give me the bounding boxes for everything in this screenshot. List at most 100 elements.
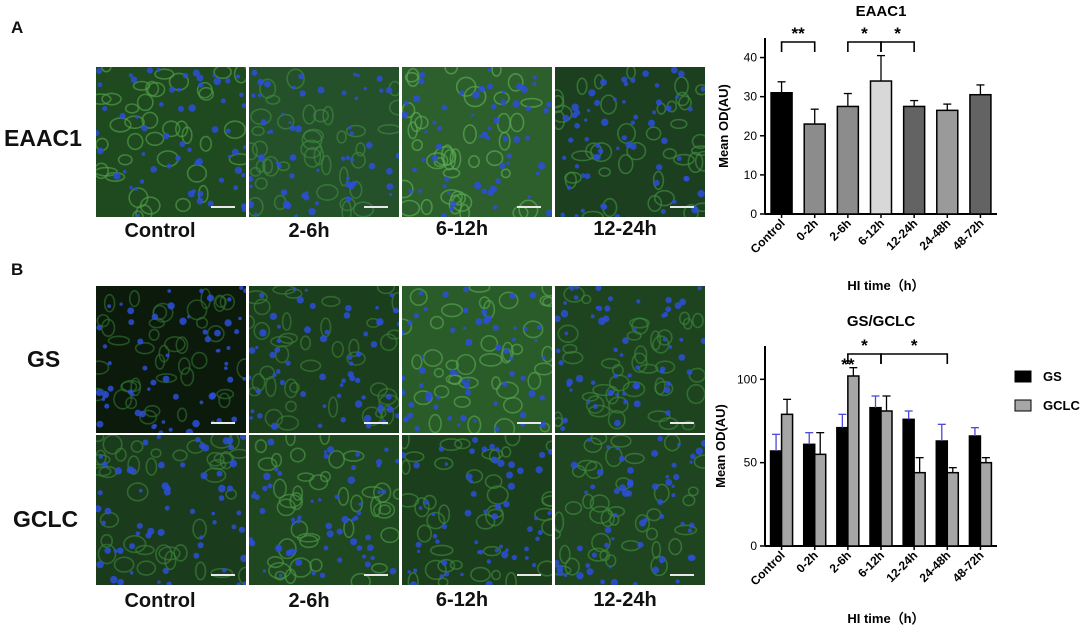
scale-bar	[364, 422, 388, 424]
micrograph-texture	[249, 286, 399, 433]
col-label-a-12-24h: 12-24h	[593, 218, 657, 240]
y-tick-label: 20	[744, 129, 758, 143]
scale-bar	[211, 206, 235, 208]
micrograph-texture	[96, 435, 246, 585]
bar-gclc-3	[880, 410, 893, 547]
x-tick-label: 2-6h	[827, 216, 854, 243]
x-tick-label: 6-12h	[855, 216, 887, 248]
y-tick-label: 10	[744, 168, 758, 182]
col-label-b-2-6h: 2-6h	[288, 590, 330, 612]
bar-gs-6	[968, 435, 982, 547]
micrograph-eaac1-2-6h	[249, 67, 399, 217]
y-tick-label: 30	[744, 90, 758, 104]
micrograph-gs-control	[96, 286, 246, 433]
x-tick-label: 24-48h	[917, 216, 954, 253]
bar-gclc-4	[913, 471, 926, 547]
y-tick-label: 0	[750, 539, 757, 553]
x-tick-label: 24-48h	[917, 548, 954, 585]
micrograph-texture	[249, 435, 399, 585]
col-label-b-control: Control	[124, 590, 196, 612]
x-tick-label: 12-24h	[883, 548, 920, 585]
significance-label: *	[911, 336, 918, 355]
bar-gs-4	[902, 418, 915, 547]
chart-eaac1: EAAC1 0 10 20 30 40 Mean OD(AU) Control 0-2h 2-6h…	[690, 0, 1010, 300]
significance-label: **	[792, 24, 806, 43]
x-axis-label: HI time（h）	[847, 278, 924, 293]
micrograph-gs-2-6h	[249, 286, 399, 433]
bar-gs-0	[769, 450, 783, 547]
micrograph-gclc-2-6h	[249, 435, 399, 585]
micrograph-gclc-12-24h	[555, 435, 705, 585]
panel-letter-b: B	[11, 260, 24, 279]
row-label-gclc: GCLC	[13, 506, 79, 532]
bar-eaac1-3	[869, 80, 893, 215]
micrograph-texture	[402, 286, 552, 433]
scale-bar	[517, 422, 541, 424]
panel-letter-a: A	[11, 18, 24, 37]
scale-bar	[211, 422, 235, 424]
bar-gs-3	[869, 406, 882, 547]
micrograph-gclc-6-12h	[402, 435, 552, 585]
x-tick-label: 48-72h	[950, 216, 987, 253]
micrograph-eaac1-6-12h	[402, 67, 552, 217]
significance-bracket	[847, 41, 882, 52]
y-axis-label: Mean OD(AU)	[716, 84, 731, 168]
micrograph-texture	[96, 286, 246, 433]
chart-gs-gclc: GS/GCLC 0 50 100 Mean OD(AU) Control 0-2h 2-6h 6…	[690, 305, 1084, 631]
micrograph-texture	[402, 67, 552, 217]
bar-eaac1-6	[969, 93, 992, 215]
x-tick-label: 48-72h	[950, 548, 987, 585]
x-tick-label: 0-2h	[793, 216, 820, 243]
bar-eaac1-0	[770, 92, 793, 215]
bar-gclc-2	[847, 375, 860, 547]
micrograph-eaac1-12-24h	[555, 67, 705, 217]
bar-gs-2	[836, 426, 849, 547]
col-label-a-control: Control	[124, 220, 196, 242]
x-tick-label: Control	[748, 216, 788, 256]
bar-gclc-0	[780, 413, 794, 547]
significance-label: *	[861, 336, 868, 355]
x-tick-label: 0-2h	[793, 548, 820, 575]
micrograph-eaac1-control	[96, 67, 246, 217]
significance-bracket	[880, 41, 915, 52]
chart-title: EAAC1	[856, 3, 907, 20]
col-label-b-6-12h: 6-12h	[435, 589, 489, 611]
bar-gclc-5	[946, 471, 960, 547]
micrograph-texture	[249, 67, 399, 217]
chart-title: GS/GCLC	[847, 313, 916, 330]
scale-bar	[517, 206, 541, 208]
micrograph-texture	[96, 67, 246, 217]
scale-bar	[670, 206, 694, 208]
y-tick-label: 0	[750, 207, 757, 221]
bar-gs-1	[802, 443, 816, 547]
x-tick-label: 12-24h	[883, 216, 920, 253]
col-label-b-12-24h: 12-24h	[593, 589, 657, 611]
bar-gclc-6	[979, 461, 993, 547]
bar-gs-5	[935, 440, 949, 547]
scale-bar	[364, 574, 388, 576]
micrograph-texture	[555, 435, 705, 585]
legend-swatch-gs	[1014, 370, 1032, 383]
col-label-a-2-6h: 2-6h	[288, 220, 330, 242]
x-axis-label: HI time（h）	[847, 611, 924, 626]
scale-bar	[517, 574, 541, 576]
micrograph-texture	[402, 435, 552, 585]
significance-bracket	[880, 353, 949, 364]
y-tick-label: 40	[744, 51, 758, 65]
y-axis-label: Mean OD(AU)	[713, 404, 728, 488]
significance-label: *	[861, 24, 868, 43]
bar-eaac1-4	[902, 105, 926, 215]
x-tick-label: Control	[748, 548, 788, 588]
chart-gs-gclc-svg: GS/GCLC 0 50 100 Mean OD(AU) Control 0-2h 2-6h 6…	[713, 313, 1080, 626]
significance-label: **	[841, 355, 855, 374]
x-tick-label: 6-12h	[855, 548, 887, 580]
y-tick-label: 100	[737, 372, 757, 386]
micrograph-gs-6-12h	[402, 286, 552, 433]
chart-eaac1-svg: EAAC1 0 10 20 30 40 Mean OD(AU) Control 0-2h 2-6h…	[716, 3, 997, 293]
significance-bracket	[780, 41, 816, 52]
x-tick-label: 2-6h	[827, 548, 854, 575]
legend-label-gclc: GCLC	[1043, 398, 1080, 413]
y-tick-label: 50	[744, 456, 758, 470]
col-label-a-6-12h: 6-12h	[435, 218, 489, 240]
micrograph-gs-12-24h	[555, 286, 705, 433]
